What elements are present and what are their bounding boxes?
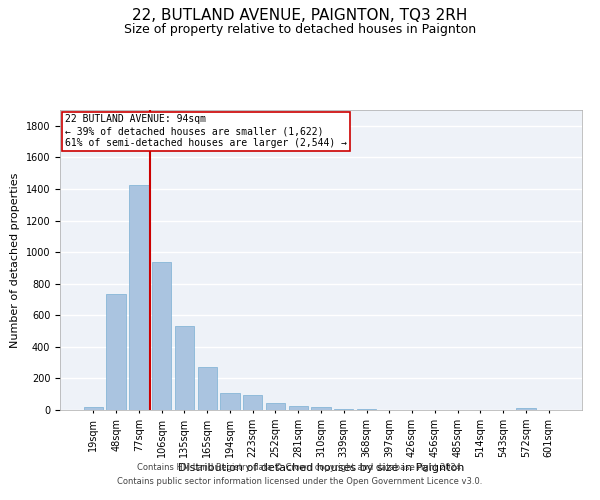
Bar: [129, 185, 149, 410]
Text: 22 BUTLAND AVENUE: 94sqm
← 39% of detached houses are smaller (1,622)
61% of sem: 22 BUTLAND AVENUE: 94sqm ← 39% of detach…: [65, 114, 347, 148]
Bar: [243, 395, 262, 410]
Bar: [197, 368, 217, 410]
Bar: [266, 404, 285, 410]
Y-axis label: Number of detached properties: Number of detached properties: [10, 172, 20, 348]
Text: 22, BUTLAND AVENUE, PAIGNTON, TQ3 2RH: 22, BUTLAND AVENUE, PAIGNTON, TQ3 2RH: [133, 8, 467, 22]
Bar: [106, 294, 126, 410]
Text: Size of property relative to detached houses in Paignton: Size of property relative to detached ho…: [124, 22, 476, 36]
Bar: [84, 406, 103, 410]
Bar: [152, 262, 172, 410]
Text: Contains HM Land Registry data © Crown copyright and database right 2024.: Contains HM Land Registry data © Crown c…: [137, 464, 463, 472]
Bar: [175, 326, 194, 410]
Text: Contains public sector information licensed under the Open Government Licence v3: Contains public sector information licen…: [118, 477, 482, 486]
Bar: [334, 409, 353, 410]
Bar: [289, 406, 308, 410]
X-axis label: Distribution of detached houses by size in Paignton: Distribution of detached houses by size …: [178, 462, 464, 472]
Bar: [311, 407, 331, 410]
Bar: [220, 393, 239, 410]
Bar: [516, 408, 536, 410]
